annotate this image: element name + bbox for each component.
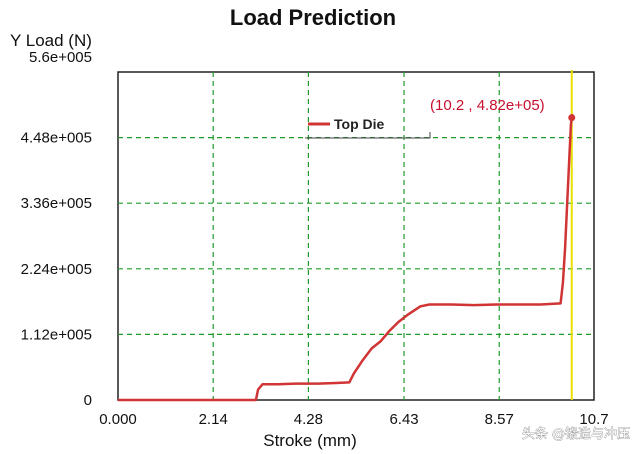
y-axis-label: Y Load (N): [10, 31, 92, 50]
y-tick-label: 4.48e+005: [21, 130, 92, 147]
y-tick-label: 3.36e+005: [21, 195, 92, 212]
x-tick-label: 2.14: [199, 411, 228, 428]
y-tick-label: 5.6e+005: [29, 49, 92, 66]
x-tick-label: 4.28: [294, 411, 323, 428]
chart-title: Load Prediction: [230, 5, 396, 30]
cursor-point: [568, 114, 576, 122]
y-tick-labels: 0 1.12e+005 2.24e+005 3.36e+005 4.48e+005 5.6…: [21, 49, 92, 409]
watermark: 头条 @锻造与冲压: [522, 426, 630, 442]
gridlines: [118, 72, 594, 400]
y-tick-label: 0: [84, 392, 92, 409]
legend: Top Die: [305, 116, 431, 139]
x-tick-label: 8.57: [485, 411, 514, 428]
x-tick-label: 6.43: [389, 411, 418, 428]
plot-area: [117, 71, 595, 401]
x-axis-label: Stroke (mm): [263, 431, 357, 450]
legend-label: Top Die: [334, 116, 385, 132]
cursor-value-annotation: (10.2 , 4.82e+05): [430, 97, 545, 114]
series-line-top-die: [118, 113, 574, 402]
x-tick-labels: 0.000 2.14 4.28 6.43 8.57 10.7: [99, 411, 608, 428]
y-tick-label: 1.12e+005: [21, 326, 92, 343]
legend-frame: [305, 132, 431, 139]
x-tick-label: 0.000: [99, 411, 137, 428]
y-tick-label: 2.24e+005: [21, 261, 92, 278]
x-tick-label: 10.7: [579, 411, 608, 428]
